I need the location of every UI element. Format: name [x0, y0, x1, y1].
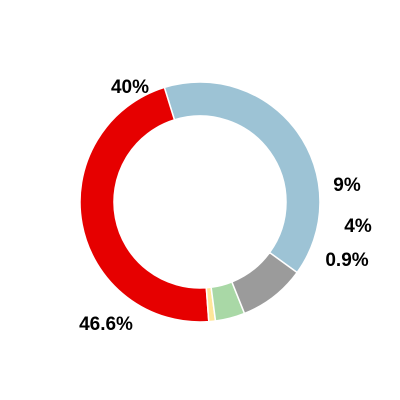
slice-9	[230, 251, 299, 315]
data-label-40: 40%	[111, 77, 149, 98]
data-label-46-6: 46.6%	[79, 314, 133, 335]
data-label-9: 9%	[333, 175, 361, 196]
data-labels: 40% 46.6% 0.9% 4% 9%	[79, 77, 372, 335]
slice-46-6	[79, 86, 210, 323]
donut-slices	[79, 81, 321, 323]
slice-40	[163, 81, 321, 274]
data-label-0-9: 0.9%	[325, 250, 368, 271]
data-label-4: 4%	[344, 216, 372, 237]
